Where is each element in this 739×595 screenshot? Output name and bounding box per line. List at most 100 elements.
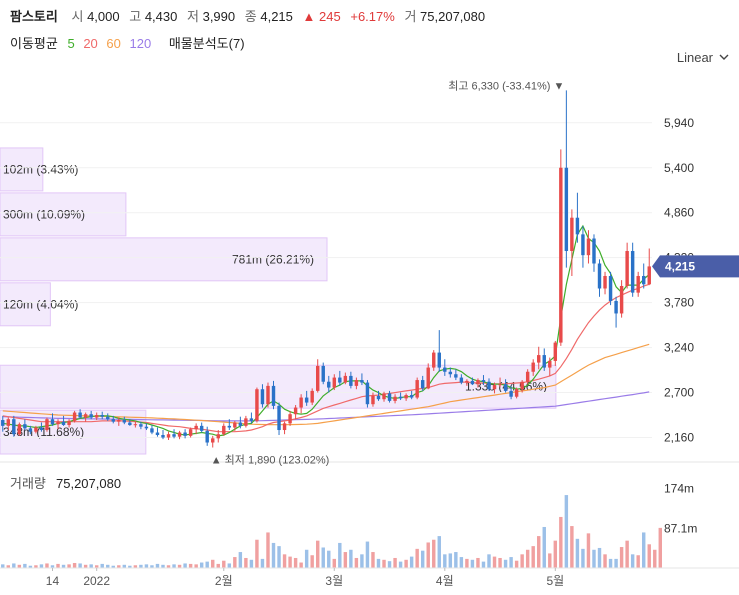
candle-body bbox=[260, 389, 265, 405]
volume-bar bbox=[619, 547, 624, 568]
candle bbox=[233, 420, 237, 431]
candle-body bbox=[387, 393, 392, 401]
candle bbox=[426, 363, 430, 390]
candle bbox=[509, 385, 513, 400]
candle-body bbox=[227, 425, 232, 428]
candle bbox=[28, 425, 33, 435]
candle bbox=[304, 390, 309, 406]
candle-body bbox=[172, 434, 176, 437]
volume-profile-label: 781m (26.21%) bbox=[232, 252, 314, 266]
candle bbox=[17, 422, 22, 436]
candle-body bbox=[514, 389, 519, 397]
candle bbox=[487, 378, 491, 391]
volume-bar bbox=[592, 549, 596, 568]
volume-bar bbox=[61, 564, 66, 568]
volume-profile-bar bbox=[0, 237, 328, 282]
volume-bar bbox=[227, 563, 232, 568]
volume-bar bbox=[260, 558, 265, 568]
candle-body bbox=[50, 419, 55, 425]
candle-body bbox=[122, 420, 127, 423]
candle-body bbox=[100, 415, 104, 417]
candle bbox=[382, 391, 386, 402]
candle-body bbox=[304, 397, 309, 403]
candle bbox=[194, 423, 198, 435]
volume-bar bbox=[150, 565, 154, 568]
price-grid bbox=[0, 122, 739, 463]
candle-body bbox=[404, 395, 408, 399]
volume-bar bbox=[78, 563, 82, 568]
volume-bar bbox=[625, 540, 629, 568]
candle bbox=[564, 90, 569, 268]
candle-body bbox=[360, 380, 364, 383]
candle-body bbox=[619, 285, 624, 314]
volume-bar bbox=[658, 527, 663, 568]
price-tick-label: 3,780 bbox=[664, 296, 694, 310]
candle bbox=[608, 271, 613, 306]
volume-label: 거 bbox=[404, 9, 417, 24]
volume-bar bbox=[238, 552, 243, 568]
candle bbox=[548, 357, 552, 376]
volume-bar bbox=[349, 549, 353, 568]
volume-bar bbox=[465, 558, 469, 568]
candle-body bbox=[23, 424, 27, 429]
volume-bar bbox=[293, 557, 298, 568]
volume-profile-toggle[interactable]: 매물분석도(7) bbox=[168, 36, 245, 51]
candle-body bbox=[476, 380, 480, 385]
volume-bar bbox=[128, 565, 132, 568]
candle-body bbox=[155, 432, 160, 436]
volume-bar bbox=[155, 563, 160, 568]
candle-body bbox=[443, 367, 447, 372]
candle bbox=[354, 377, 359, 390]
candle bbox=[315, 359, 320, 393]
candle bbox=[133, 420, 138, 428]
volume-title: 거래량 bbox=[10, 476, 46, 491]
volume-bar bbox=[459, 557, 464, 568]
candle-body bbox=[630, 251, 635, 293]
volume-bar bbox=[409, 556, 414, 568]
scale-select[interactable]: Linear bbox=[676, 50, 713, 65]
volume-bar bbox=[376, 558, 381, 568]
volume-bar bbox=[277, 546, 281, 568]
candle-body bbox=[597, 263, 602, 289]
candle-body bbox=[426, 367, 430, 389]
low-value: 3,990 bbox=[202, 9, 236, 24]
candle bbox=[172, 429, 176, 439]
volume-bar bbox=[630, 554, 635, 568]
volume-bar bbox=[608, 558, 613, 568]
candle-body bbox=[647, 266, 651, 285]
chevron-down-icon[interactable] bbox=[719, 52, 729, 62]
candle-body bbox=[641, 275, 646, 285]
volume-bar bbox=[72, 562, 77, 568]
candle bbox=[205, 426, 209, 446]
volume-profile-label: 300m (10.09%) bbox=[3, 207, 85, 221]
candle-body bbox=[310, 390, 314, 403]
price-tick-label: 5,940 bbox=[664, 116, 694, 130]
candle-body bbox=[470, 380, 475, 385]
candle-body bbox=[503, 384, 508, 391]
volume-bar bbox=[564, 495, 569, 568]
candle bbox=[188, 427, 193, 438]
candle bbox=[614, 296, 618, 328]
candle bbox=[266, 382, 270, 408]
candle bbox=[332, 374, 337, 391]
candle bbox=[211, 435, 215, 448]
open-label: 시 bbox=[71, 9, 84, 24]
candle-body bbox=[28, 428, 33, 432]
volume-bar bbox=[332, 558, 337, 568]
candle bbox=[155, 427, 160, 437]
candle bbox=[376, 390, 381, 401]
candle bbox=[520, 380, 524, 393]
volume-bar bbox=[343, 552, 348, 568]
candle bbox=[393, 394, 397, 404]
chart-header: 팜스토리 시 4,000 고 4,430 저 3,990 종 4,215 ▲ 2… bbox=[0, 0, 739, 58]
volume-bar bbox=[531, 546, 535, 568]
moving-average-toggle[interactable]: 이동평균 bbox=[10, 36, 58, 51]
candle-body bbox=[525, 371, 530, 382]
volume-profile-bar bbox=[0, 147, 44, 192]
volume-bar bbox=[327, 550, 331, 568]
candle bbox=[6, 417, 11, 431]
candle-body bbox=[161, 435, 165, 438]
candle bbox=[420, 375, 425, 391]
